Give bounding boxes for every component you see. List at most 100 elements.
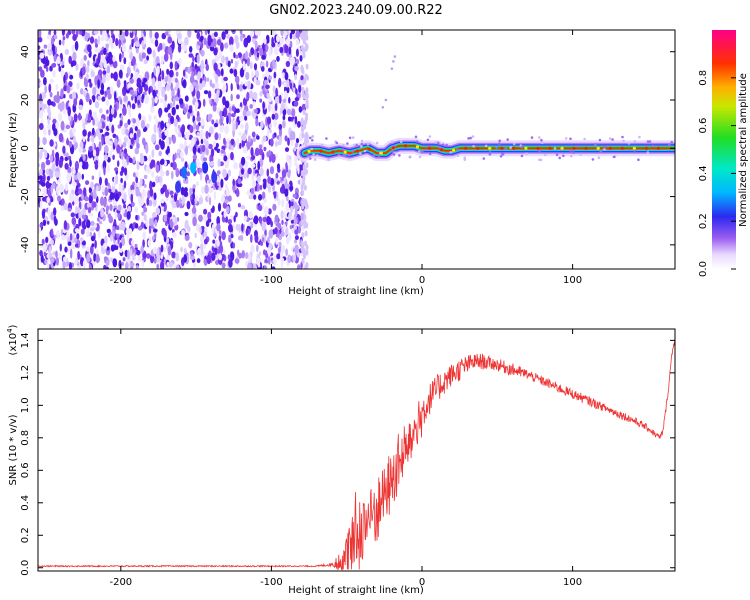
spectrogram-noise-cell [127,119,131,125]
spectrogram-noise-cell [288,46,292,55]
spectrogram-noise-cell [193,120,197,130]
spectrogram-noise-cell [170,82,173,91]
spectrogram-noise-cell [129,89,134,95]
spectrogram-noise-cell [72,33,77,42]
spectrogram-noise-cell [182,79,187,89]
spectrogram-noise-cell [177,32,182,40]
spectrogram-track-speckle [359,152,362,155]
spectrogram-noise-cell [56,230,60,240]
spectrogram-noise-cell [295,138,300,144]
spectrogram-noise-cell [142,250,147,260]
spectrogram-noise-cell [273,191,277,199]
spectrogram-noise-cell [164,160,167,167]
spectrogram-noise-cell [189,84,194,92]
spectrogram-noise-cell [211,223,215,234]
spectrogram-noise-cell [301,203,305,210]
spectrogram-noise-cell [84,31,89,42]
spectrogram-noise-cell [231,105,236,112]
spectrogram-noise-cell [103,47,107,56]
spectrogram-noise-cell [38,189,41,195]
spectrogram-noise-cell [204,227,208,233]
spectrogram-noise-cell [155,175,160,184]
spectrogram-noise-cell [236,94,240,100]
spectrogram-noise-cell [209,99,212,105]
spectrogram-hotspot [202,161,209,174]
spectrogram-noise-cell [172,217,175,223]
spectrogram-noise-cell [97,121,103,129]
spectrogram-track-speckle [530,136,534,139]
spectrogram-noise-cell [42,188,47,196]
spectrogram-noise-cell [103,154,109,161]
spectrogram-track-speckle [348,136,352,140]
spectrogram-noise-cell [187,30,192,38]
spectrogram-noise-cell [169,69,174,78]
spectrogram-noise-cell [282,108,287,116]
spectrogram-noise-cell [305,44,309,50]
spectrogram-noise-cell [185,234,190,241]
spectrogram-noise-cell [173,193,178,202]
spectrogram-noise-cell [112,154,115,160]
spectrogram-noise-cell [38,66,43,72]
spectrogram-noise-cell [104,177,108,186]
spectrogram-noise-cell [242,145,248,154]
spectrogram-track-speckle [325,137,328,140]
spectrogram-noise-cell [122,106,127,116]
spectrogram-noise-cell [159,176,163,184]
spectrogram-noise-cell [42,137,47,146]
spectrogram-noise-cell [301,189,305,196]
spectrogram-noise-cell [160,198,165,204]
spectrogram-ytick-label: 0 [20,145,31,151]
spectrogram-noise-cell [196,31,201,40]
spectrogram-noise-cell [247,262,252,269]
spectrogram-noise-cell [245,122,249,132]
spectrogram-noise-cell [112,258,118,268]
spectrogram-noise-cell [64,234,68,240]
spectrogram-noise-cell [103,256,108,261]
spectrogram-noise-cell [195,104,198,113]
spectrogram-noise-cell [89,82,93,88]
spectrogram-noise-cell [64,246,68,253]
spectrogram-noise-cell [217,158,221,168]
spectrogram-track-speckle [351,136,355,139]
spectrogram-noise-cell [204,184,209,194]
spectrogram-noise-cell [46,66,49,72]
spectrogram-track-speckle [434,141,438,144]
spectrogram-noise-cell [98,132,102,141]
spectrogram-noise-cell [136,160,140,171]
spectrogram-noise-cell [103,166,106,176]
spectrogram-noise-cell [244,115,248,121]
spectrogram-track-speckle [509,146,512,149]
spectrogram-noise-cell [263,206,269,215]
spectrogram-noise-cell [238,223,241,233]
spectrogram-noise-cell [306,74,309,81]
spectrogram-noise-cell [224,42,229,49]
spectrogram-track-speckle [525,152,528,156]
spectrogram-noise-cell [127,187,131,197]
spectrogram-noise-cell [130,136,134,145]
spectrogram-noise-cell [49,78,54,84]
spectrogram-noise-cell [167,46,172,55]
spectrogram-track-speckle [594,143,597,146]
spectrogram-track-speckle [337,153,341,156]
spectrogram-track-speckle [342,143,345,147]
spectrogram-noise-cell [101,184,105,193]
spectrogram-noise-cell [78,112,82,121]
spectrogram-noise-cell [189,75,195,84]
spectrogram-noise-cell [300,75,304,81]
spectrogram-noise-cell [43,128,47,136]
spectrogram-noise-cell [256,175,261,183]
spectrogram-noise-cell [239,106,242,112]
spectrogram-noise-cell [257,108,261,114]
spectrogram-noise-cell [278,94,282,104]
spectrogram-noise-cell [169,102,173,109]
spectrogram-noise-cell [203,238,208,245]
spectrogram-noise-cell [119,64,125,71]
spectrogram-track-speckle [360,145,363,148]
spectrogram-noise-cell [271,36,274,46]
spectrogram-noise-cell [230,83,233,92]
spectrogram-noise-cell [267,208,272,215]
spectrogram-noise-cell [48,30,52,35]
spectrogram-noise-cell [249,61,253,70]
spectrogram-noise-cell [234,60,238,69]
spectrogram-noise-cell [100,30,103,36]
